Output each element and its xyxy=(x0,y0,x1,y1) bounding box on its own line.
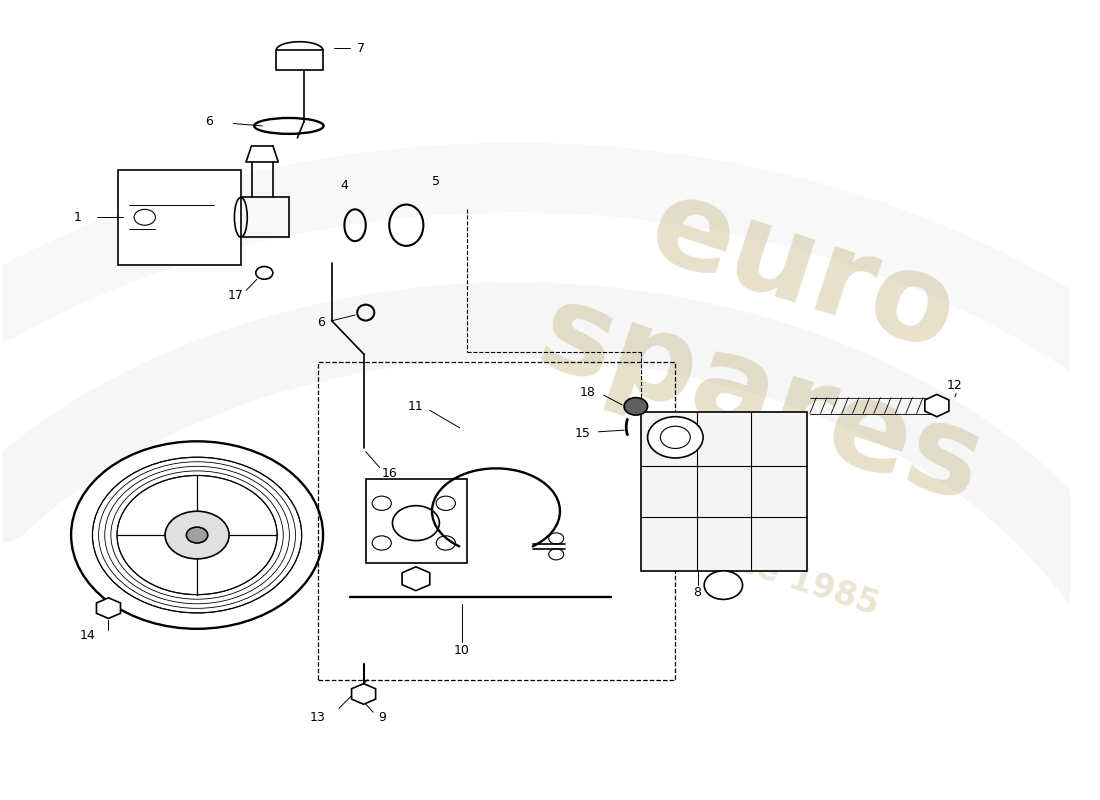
Circle shape xyxy=(704,571,742,599)
Text: 16: 16 xyxy=(382,466,397,479)
Circle shape xyxy=(165,511,229,559)
Bar xyxy=(318,362,675,680)
Bar xyxy=(641,412,806,571)
Text: 1: 1 xyxy=(74,210,81,224)
Text: 7: 7 xyxy=(358,42,365,54)
Text: 15: 15 xyxy=(574,427,591,440)
Circle shape xyxy=(648,417,703,458)
Text: 17: 17 xyxy=(228,289,243,302)
Text: euro
spares: euro spares xyxy=(525,146,1040,527)
Text: 11: 11 xyxy=(408,400,424,413)
Polygon shape xyxy=(925,394,949,417)
Circle shape xyxy=(186,527,208,543)
Text: 5: 5 xyxy=(432,175,440,188)
Text: 6: 6 xyxy=(205,115,212,129)
Polygon shape xyxy=(402,567,430,590)
Bar xyxy=(276,50,323,70)
Polygon shape xyxy=(97,598,121,618)
Text: since 1985: since 1985 xyxy=(681,528,883,622)
Text: 18: 18 xyxy=(580,386,596,398)
Bar xyxy=(118,170,241,265)
Text: 14: 14 xyxy=(79,630,95,642)
Circle shape xyxy=(624,398,648,415)
Polygon shape xyxy=(352,684,375,704)
Bar xyxy=(365,479,468,563)
Text: 8: 8 xyxy=(693,586,701,598)
Text: 6: 6 xyxy=(317,317,324,330)
Text: 12: 12 xyxy=(947,379,962,392)
Text: 4: 4 xyxy=(341,179,349,192)
Text: 9: 9 xyxy=(377,711,386,724)
Text: 10: 10 xyxy=(454,644,470,657)
Text: 13: 13 xyxy=(310,711,326,724)
